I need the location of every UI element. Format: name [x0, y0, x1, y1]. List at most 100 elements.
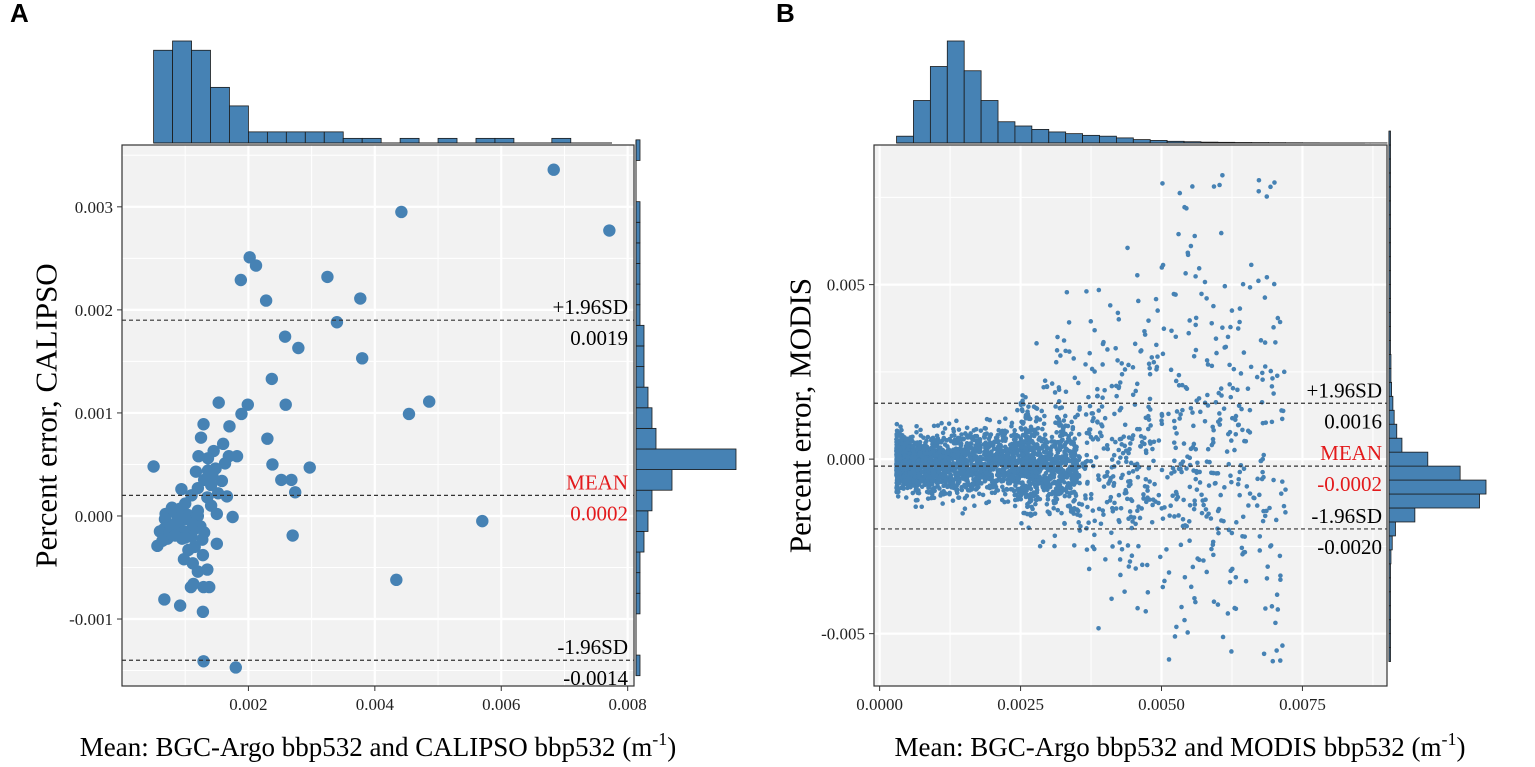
data-point: [1172, 634, 1178, 639]
data-point: [942, 442, 948, 447]
data-point: [1176, 513, 1181, 518]
data-point: [1045, 493, 1051, 499]
data-point: [984, 500, 989, 506]
data-point: [1040, 539, 1046, 545]
data-point: [945, 484, 950, 490]
data-point: [1042, 413, 1047, 419]
data-point: [964, 477, 970, 483]
data-point: [1118, 505, 1124, 511]
data-point: [895, 477, 901, 483]
data-point: [1096, 473, 1101, 478]
data-point: [937, 486, 942, 491]
data-point: [1230, 385, 1236, 391]
data-point: [1151, 359, 1157, 365]
data-point: [951, 426, 956, 432]
data-point: [1000, 484, 1005, 490]
reference-line-label-top: +1.96SD: [1307, 378, 1382, 402]
data-point: [1213, 336, 1219, 341]
data-point: [1155, 308, 1160, 313]
data-point: [1213, 480, 1218, 486]
data-point: [919, 453, 925, 459]
data-point: [1248, 262, 1254, 268]
data-point: [1204, 514, 1209, 519]
data-point: [201, 563, 214, 576]
data-point: [1127, 446, 1132, 452]
data-point: [266, 458, 279, 471]
data-point: [1056, 478, 1061, 484]
histogram-bar: [635, 510, 649, 532]
data-point: [1067, 465, 1072, 471]
histogram-bar: [1388, 493, 1480, 509]
data-point: [1181, 497, 1186, 503]
data-point: [960, 465, 965, 471]
data-point: [1233, 574, 1239, 580]
data-point: [1093, 435, 1099, 440]
data-point: [1057, 447, 1063, 453]
data-point: [955, 435, 961, 441]
data-point: [965, 469, 970, 475]
data-point: [1167, 513, 1172, 518]
data-point: [1038, 464, 1044, 469]
data-point: [1160, 584, 1166, 590]
data-point: [972, 503, 977, 508]
data-point: [1144, 562, 1150, 568]
data-point: [1162, 505, 1167, 510]
data-point: [1234, 520, 1239, 525]
data-point: [961, 436, 966, 442]
data-point: [1003, 416, 1008, 421]
data-point: [1092, 532, 1097, 538]
data-point: [1148, 423, 1153, 428]
y-axis-label: Percent error, CALIPSO: [29, 263, 64, 567]
data-point: [995, 434, 1000, 440]
data-point: [1044, 384, 1050, 389]
data-point: [1213, 471, 1219, 476]
data-point: [1278, 573, 1283, 578]
data-point: [1013, 444, 1018, 450]
data-point: [1196, 266, 1202, 271]
data-point: [956, 427, 962, 432]
histogram-bar: [172, 40, 192, 144]
data-point: [984, 416, 990, 422]
data-point: [1168, 503, 1173, 508]
data-point: [1005, 499, 1011, 504]
data-point: [999, 497, 1005, 503]
data-point: [1057, 419, 1062, 425]
data-point: [932, 444, 938, 449]
data-point: [1104, 442, 1110, 448]
data-point: [1220, 325, 1225, 330]
data-point: [191, 565, 205, 578]
data-point: [1182, 204, 1187, 210]
data-point: [1094, 393, 1100, 399]
data-point: [962, 506, 968, 512]
data-point: [955, 451, 961, 456]
data-point: [210, 537, 224, 550]
data-point: [964, 425, 970, 431]
data-point: [1229, 649, 1234, 654]
reference-line-label-top: +1.96SD: [553, 295, 628, 319]
data-point: [1066, 320, 1072, 325]
data-point: [197, 418, 210, 431]
data-point: [1082, 466, 1088, 472]
data-point: [1194, 470, 1200, 475]
data-point: [1046, 467, 1052, 472]
data-point: [1130, 433, 1136, 438]
histogram-bar: [1116, 137, 1134, 144]
x-axis-label-text: Mean: BGC-Argo bbp532 and MODIS bbp532 (…: [895, 732, 1442, 762]
data-point: [1128, 441, 1133, 446]
data-point: [1072, 375, 1078, 381]
data-point: [1281, 503, 1287, 509]
data-point: [1145, 590, 1151, 595]
data-point: [1077, 513, 1083, 518]
data-point: [1035, 425, 1041, 431]
data-point: [1233, 431, 1239, 437]
data-point: [1053, 404, 1058, 409]
data-point: [1066, 436, 1071, 442]
data-point: [1086, 566, 1092, 572]
histogram-bar: [399, 137, 420, 144]
data-point: [158, 593, 171, 606]
data-point: [1279, 416, 1285, 422]
data-point: [972, 433, 978, 439]
data-point: [1076, 520, 1081, 525]
data-point: [951, 477, 957, 483]
data-point: [894, 439, 899, 445]
